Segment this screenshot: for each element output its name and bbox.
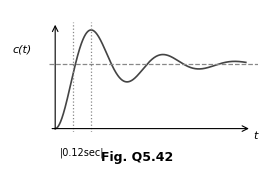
Text: t: t [253, 131, 258, 141]
Text: c(t): c(t) [13, 44, 32, 54]
Text: |0.12sec|: |0.12sec| [60, 148, 104, 159]
Text: Fig. Q5.42: Fig. Q5.42 [101, 151, 173, 164]
